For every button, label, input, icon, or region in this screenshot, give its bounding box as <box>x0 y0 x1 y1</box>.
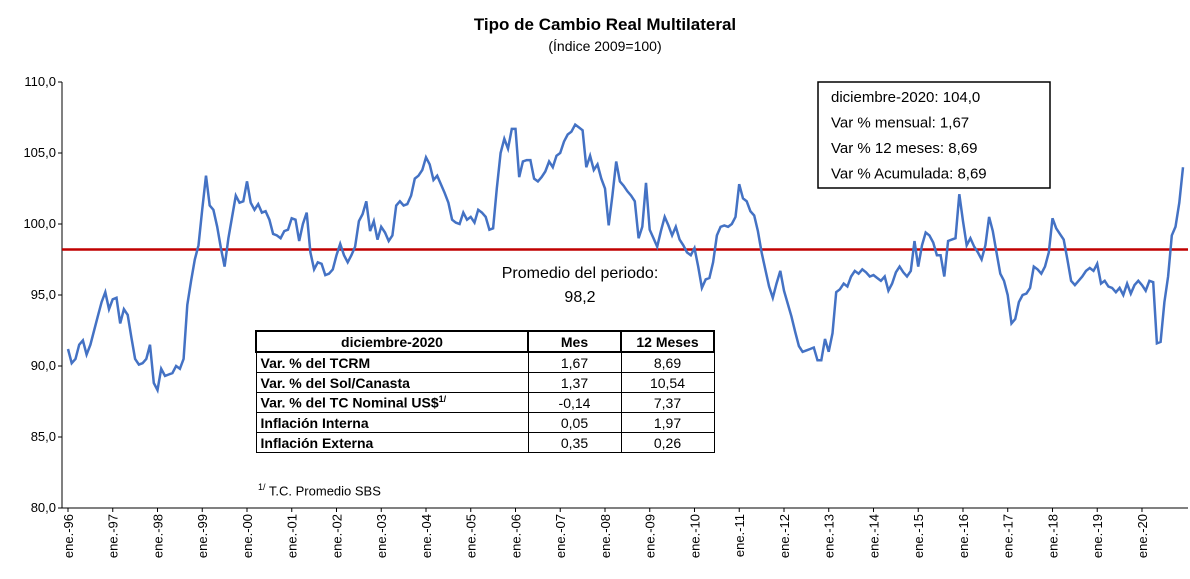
table-cell: 10,54 <box>620 372 715 393</box>
y-tick-label: 110,0 <box>24 74 56 89</box>
x-tick-label: ene.-12 <box>777 514 792 558</box>
footnote-mark: 1/ <box>258 482 266 492</box>
x-tick-label: ene.-20 <box>1135 514 1150 558</box>
x-tick-label: ene.-04 <box>419 514 434 558</box>
x-tick-label: ene.-14 <box>866 514 881 558</box>
table-cell: 1,97 <box>620 412 715 433</box>
table-cell: 8,69 <box>620 351 715 373</box>
footnote-text: T.C. Promedio SBS <box>268 483 381 499</box>
table-row: Var. % del Sol/Canasta 1,37 10,54 <box>255 372 715 393</box>
x-tick-label: ene.-07 <box>553 514 568 558</box>
y-tick-label: 85,0 <box>31 429 56 444</box>
x-tick-label: ene.-98 <box>150 514 165 558</box>
table-row: Var. % del TCRM 1,67 8,69 <box>255 351 715 373</box>
info-line: Var % 12 meses: 8,69 <box>831 140 977 157</box>
average-label: 98,2 <box>564 289 595 306</box>
table-cell: Var. % del TC Nominal US$1/ <box>255 392 529 413</box>
y-tick-label: 105,0 <box>23 145 56 160</box>
info-line: Var % mensual: 1,67 <box>831 115 969 132</box>
table-cell: 0,35 <box>527 432 622 453</box>
cell-text: 1,37 <box>560 374 589 391</box>
table-cell: 1,37 <box>527 372 622 393</box>
x-tick-label: ene.-11 <box>732 514 747 557</box>
y-tick-label: 90,0 <box>31 358 56 373</box>
x-tick-label: ene.-13 <box>822 514 837 558</box>
chart-title: Tipo de Cambio Real Multilateral <box>474 15 736 34</box>
x-tick-label: ene.-02 <box>329 514 344 558</box>
cell-text: Inflación Interna <box>260 414 369 431</box>
info-box <box>817 81 1051 189</box>
table-cell: Var. % del Sol/Canasta <box>255 372 529 393</box>
y-tick-label: 95,0 <box>31 287 56 302</box>
cell-text: Var. % del TC Nominal US$ <box>260 394 439 411</box>
x-tick-label: ene.-08 <box>598 514 613 558</box>
x-tick-label: ene.-15 <box>911 514 926 558</box>
cell-text: 1,97 <box>653 414 682 431</box>
x-tick-label: ene.-18 <box>1045 514 1060 558</box>
x-tick-label: ene.-06 <box>508 514 523 558</box>
table-cell: 1,67 <box>527 351 622 373</box>
cell-text: Inflación Externa <box>260 434 374 451</box>
table-header: diciembre-2020 Mes 12 Meses <box>255 330 715 353</box>
x-tick-label: ene.-05 <box>464 514 479 558</box>
x-tick-label: ene.-10 <box>687 514 702 558</box>
x-tick-label: ene.-17 <box>1001 514 1016 558</box>
table-cell: Inflación Interna <box>255 412 529 433</box>
table-row: Inflación Interna 0,05 1,97 <box>255 412 715 433</box>
average-text: Promedio del periodo: <box>502 265 659 282</box>
table-cell: Inflación Externa <box>255 432 529 453</box>
cell-text: Var. % del TCRM <box>260 354 371 371</box>
summary-table: diciembre-2020 Mes 12 Meses Var. % del T… <box>255 330 715 453</box>
table-cell: 0,26 <box>620 432 715 453</box>
x-tick-label: ene.-19 <box>1090 514 1105 558</box>
table-cell: Var. % del TCRM <box>255 351 529 373</box>
table-cell: -0,14 <box>527 392 622 413</box>
cell-text: 0,26 <box>653 434 682 451</box>
info-line: Var % Acumulada: 8,69 <box>831 166 987 183</box>
x-tick-label: ene.-01 <box>285 514 300 558</box>
cell-text: -0,14 <box>558 394 591 411</box>
table-row: Inflación Externa 0,35 0,26 <box>255 432 715 453</box>
footnote: 1/ T.C. Promedio SBS <box>258 482 381 498</box>
cell-text: 8,69 <box>653 354 682 371</box>
table-row: Var. % del TC Nominal US$1/ -0,14 7,37 <box>255 392 715 413</box>
table-cell: diciembre-2020 <box>255 330 529 353</box>
x-tick-label: ene.-00 <box>240 514 255 558</box>
x-tick-label: ene.-16 <box>956 514 971 558</box>
x-tick-label: ene.-97 <box>106 514 121 558</box>
cell-text: 10,54 <box>649 374 686 391</box>
cell-text: Var. % del Sol/Canasta <box>260 374 410 391</box>
x-tick-label: ene.-03 <box>374 514 389 558</box>
x-tick-label: ene.-99 <box>195 514 210 558</box>
y-tick-label: 100,0 <box>23 216 56 231</box>
table-cell: 7,37 <box>620 392 715 413</box>
cell-text: 0,05 <box>560 414 589 431</box>
info-line: diciembre-2020: 104,0 <box>831 89 980 106</box>
table-cell: Mes <box>527 330 622 353</box>
table-cell: 0,05 <box>527 412 622 433</box>
chart-subtitle: (Índice 2009=100) <box>548 38 661 54</box>
table-cell: 12 Meses <box>620 330 715 353</box>
row-note: 1/ <box>438 394 447 405</box>
cell-text: 7,37 <box>653 394 682 411</box>
x-tick-label: ene.-09 <box>643 514 658 558</box>
data-line <box>66 122 1185 394</box>
cell-text: 1,67 <box>560 354 589 371</box>
x-tick-label: ene.-96 <box>61 514 76 558</box>
cell-text: 0,35 <box>560 434 589 451</box>
y-tick-label: 80,0 <box>31 500 56 515</box>
